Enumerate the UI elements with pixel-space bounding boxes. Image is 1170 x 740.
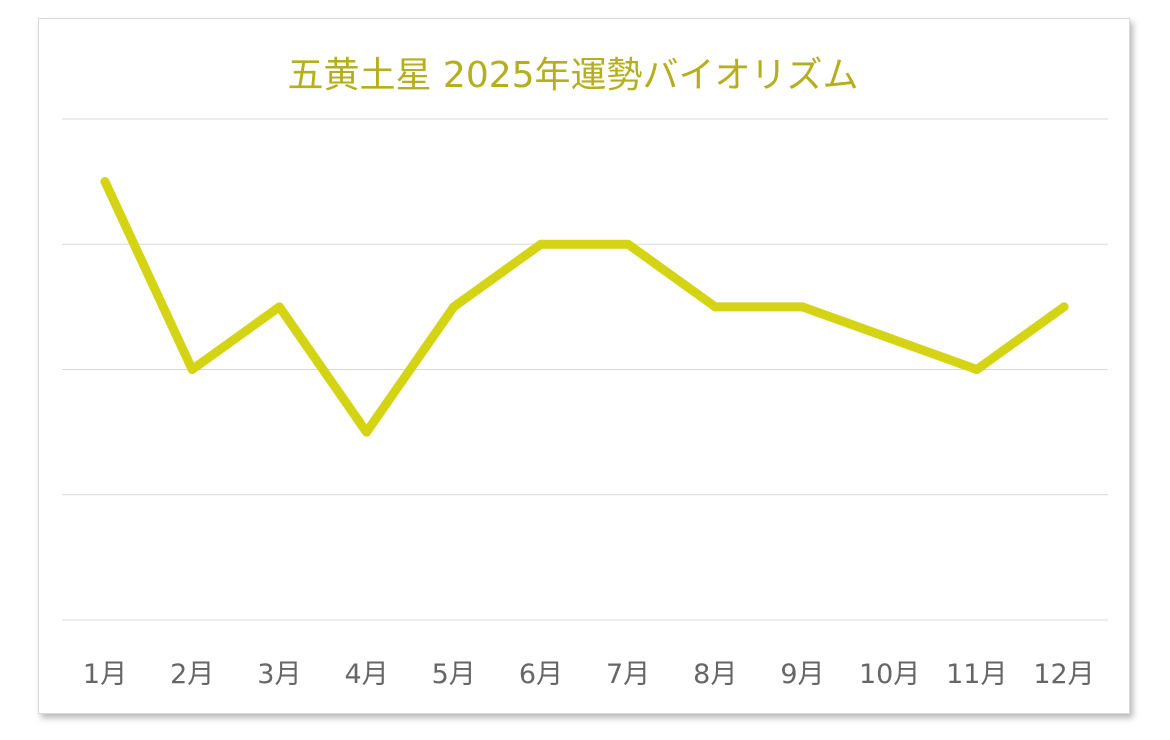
data-point — [972, 365, 982, 374]
data-point — [623, 239, 633, 249]
x-tick-label: 5月 — [432, 659, 476, 690]
x-tick-label: 3月 — [257, 659, 301, 690]
data-point — [449, 302, 459, 312]
x-tick-label: 12月 — [1033, 659, 1094, 690]
data-point — [187, 365, 197, 374]
data-point — [274, 302, 284, 312]
x-tick-label: 2月 — [170, 659, 214, 690]
x-axis-tick-labels: 1月 2月 3月 4月 5月 6月 7月 8月 9月 10月 11月 12月 — [83, 659, 1095, 690]
gridlines — [62, 118, 1108, 621]
x-tick-label: 4月 — [344, 659, 388, 690]
x-tick-label: 1月 — [83, 659, 127, 690]
x-tick-label: 8月 — [693, 659, 737, 690]
data-point — [710, 302, 720, 312]
data-point — [1059, 302, 1069, 312]
x-tick-label: 9月 — [780, 659, 824, 690]
data-point — [885, 333, 895, 343]
x-tick-label: 10月 — [859, 659, 920, 690]
x-tick-label: 6月 — [519, 659, 563, 690]
data-point — [100, 177, 110, 187]
data-point — [536, 239, 546, 249]
x-tick-label: 7月 — [606, 659, 650, 690]
series-line — [100, 177, 1069, 437]
x-tick-label: 11月 — [946, 659, 1007, 690]
data-point — [797, 302, 807, 312]
chart-card: 五黄土星 2025年運勢バイオリズム 1月 2月 3月 4月 5月 6月 7月 8月 9月 10月… — [38, 18, 1130, 714]
series-group — [100, 177, 1069, 437]
chart-title: 五黄土星 2025年運勢バイオリズム — [287, 55, 858, 96]
line-chart: 五黄土星 2025年運勢バイオリズム 1月 2月 3月 4月 5月 6月 7月 8月 9月 10月… — [62, 55, 1108, 690]
data-point — [362, 427, 372, 437]
